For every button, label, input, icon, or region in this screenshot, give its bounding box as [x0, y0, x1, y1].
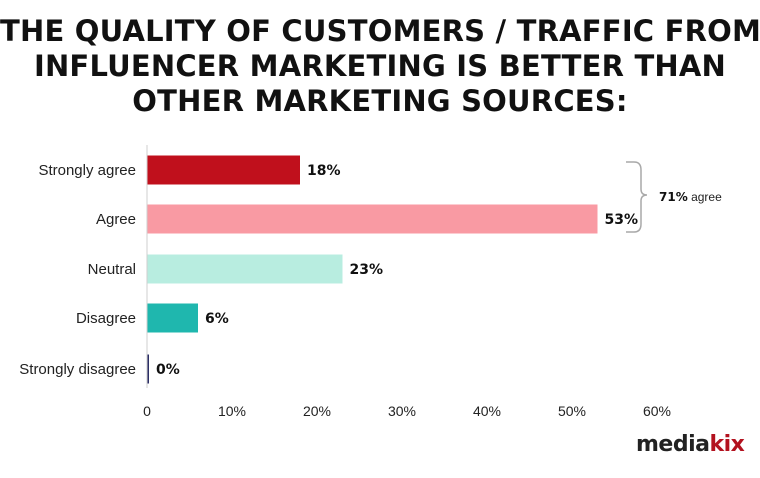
category-label: Neutral: [88, 261, 136, 278]
agree-annotation-value: 71%: [659, 190, 688, 204]
logo-part-kix: kix: [709, 432, 745, 457]
bar-agree: [147, 204, 598, 234]
chart-title: THE QUALITY OF CUSTOMERS / TRAFFIC FROM …: [0, 14, 760, 119]
x-tick-label: 40%: [473, 403, 501, 419]
bar-strongly-disagree: [147, 354, 149, 384]
x-tick-label: 10%: [218, 403, 246, 419]
x-axis-ticks: 0 10% 20% 30% 40% 50% 60%: [143, 403, 671, 419]
value-label: 0%: [156, 362, 180, 378]
logo-part-media: media: [636, 432, 710, 457]
agree-bracket: [626, 161, 648, 233]
chart-title-line-3: OTHER MARKETING SOURCES:: [132, 84, 628, 118]
category-label: Strongly agree: [38, 162, 136, 179]
agree-annotation: 71% agree: [659, 190, 722, 204]
value-label: 23%: [350, 262, 384, 278]
category-label: Agree: [96, 211, 136, 228]
x-tick-label: 0: [143, 403, 151, 419]
mediakix-logo: mediakix: [636, 432, 745, 457]
x-tick-label: 30%: [388, 403, 416, 419]
agree-annotation-text: agree: [688, 190, 722, 204]
chart-title-line-1: THE QUALITY OF CUSTOMERS / TRAFFIC FROM: [0, 14, 760, 48]
bars-layer: [147, 155, 598, 384]
category-label: Strongly disagree: [19, 361, 136, 378]
value-label: 18%: [307, 163, 341, 179]
x-tick-label: 20%: [303, 403, 331, 419]
bar-disagree: [147, 303, 198, 333]
chart-title-line-2: INFLUENCER MARKETING IS BETTER THAN: [33, 49, 727, 83]
bar-strongly-agree: [147, 155, 300, 185]
x-tick-label: 60%: [643, 403, 671, 419]
agree-bracket-group: 71% agree: [626, 161, 722, 233]
value-label: 53%: [605, 212, 639, 228]
category-label: Disagree: [76, 310, 136, 327]
bar-neutral: [147, 254, 343, 284]
value-label: 6%: [205, 311, 229, 327]
labels-layer: Strongly agree 18% Agree 53% Neutral 23% Disag…: [19, 162, 638, 378]
x-tick-label: 50%: [558, 403, 586, 419]
